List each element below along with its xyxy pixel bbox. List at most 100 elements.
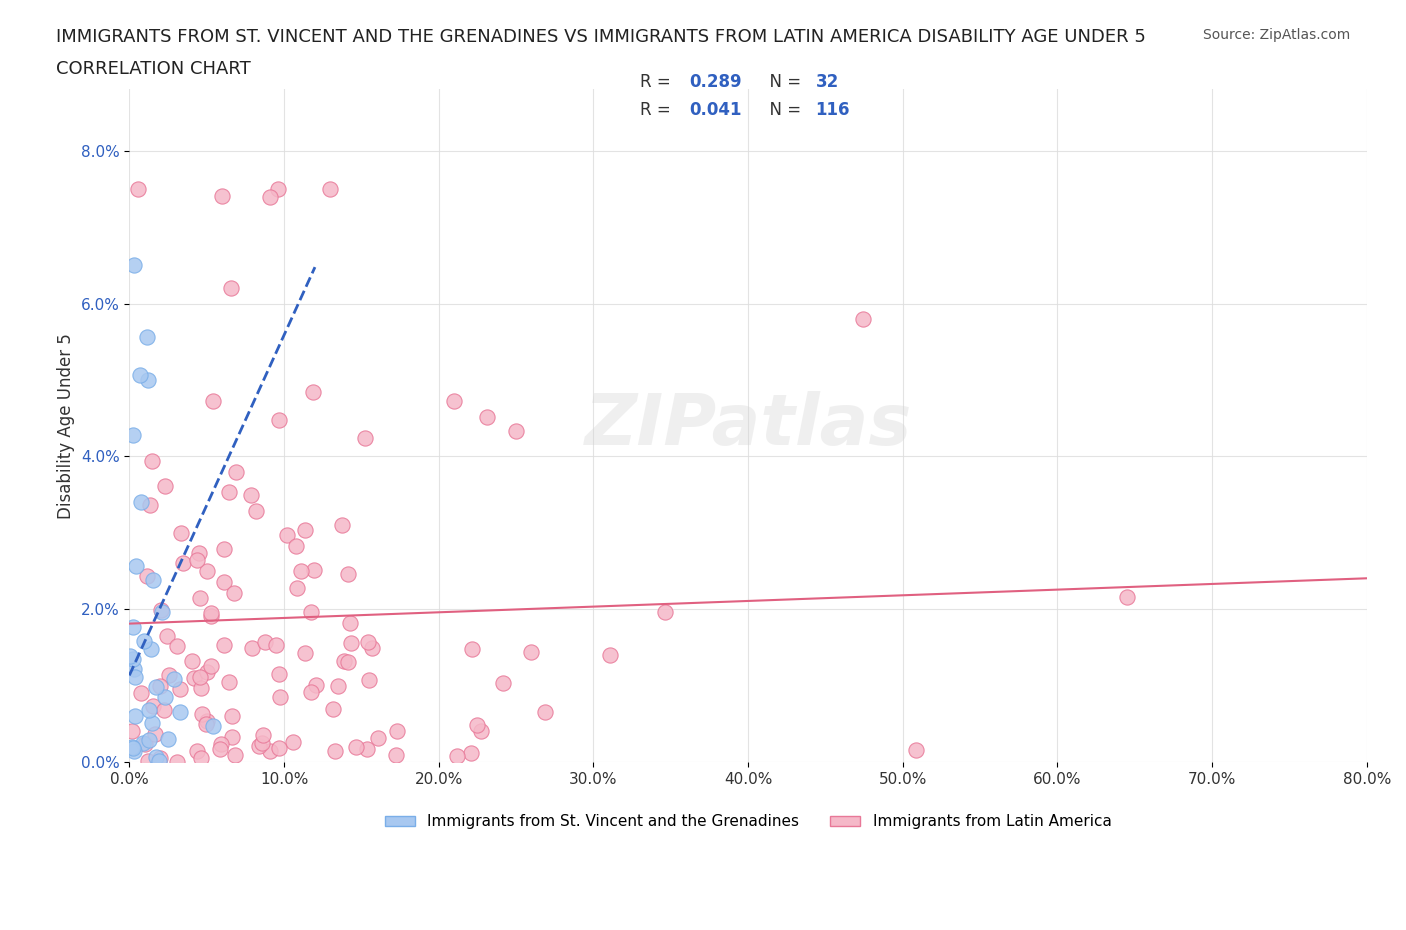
- Point: [221, 281, 243, 296]
- Point: [599, 647, 621, 662]
- Point: [326, 679, 349, 694]
- Point: [319, 181, 342, 196]
- Point: [136, 568, 159, 583]
- Point: [122, 258, 145, 272]
- Point: [166, 639, 188, 654]
- Point: [336, 567, 359, 582]
- Point: [367, 731, 389, 746]
- Point: [339, 616, 361, 631]
- Point: [153, 478, 176, 493]
- Text: Source: ZipAtlas.com: Source: ZipAtlas.com: [1202, 28, 1350, 42]
- Point: [294, 645, 316, 660]
- Point: [132, 633, 155, 648]
- Point: [904, 743, 927, 758]
- Point: [460, 745, 482, 760]
- Point: [169, 704, 191, 719]
- Point: [222, 585, 245, 600]
- Point: [136, 373, 159, 388]
- Point: [385, 724, 408, 738]
- Point: [200, 658, 222, 673]
- Point: [443, 393, 465, 408]
- Point: [264, 637, 287, 652]
- Point: [446, 749, 468, 764]
- Point: [136, 329, 159, 344]
- Point: [142, 573, 165, 588]
- Point: [285, 538, 308, 553]
- Point: [475, 410, 498, 425]
- Point: [125, 559, 148, 574]
- Point: [180, 654, 202, 669]
- Point: [209, 737, 232, 751]
- Point: [465, 718, 488, 733]
- Point: [121, 739, 143, 754]
- Point: [492, 675, 515, 690]
- Point: [212, 574, 235, 589]
- Point: [245, 503, 267, 518]
- Point: [118, 649, 141, 664]
- Point: [252, 727, 274, 742]
- Point: [139, 498, 162, 512]
- Point: [172, 555, 194, 570]
- Point: [188, 669, 211, 684]
- Point: [190, 681, 212, 696]
- Point: [461, 641, 484, 656]
- Point: [360, 641, 382, 656]
- Point: [301, 385, 323, 400]
- Point: [122, 743, 145, 758]
- Point: [221, 730, 243, 745]
- Point: [240, 487, 263, 502]
- Point: [129, 495, 152, 510]
- Text: R =: R =: [640, 100, 676, 119]
- Point: [212, 637, 235, 652]
- Point: [211, 189, 233, 204]
- Point: [224, 748, 246, 763]
- Point: [157, 668, 180, 683]
- Point: [330, 518, 353, 533]
- Point: [269, 689, 291, 704]
- Point: [139, 642, 162, 657]
- Point: [186, 743, 208, 758]
- Text: IMMIGRANTS FROM ST. VINCENT AND THE GRENADINES VS IMMIGRANTS FROM LATIN AMERICA : IMMIGRANTS FROM ST. VINCENT AND THE GREN…: [56, 28, 1146, 46]
- Text: N =: N =: [759, 100, 807, 119]
- Point: [127, 181, 149, 196]
- Legend: Immigrants from St. Vincent and the Grenadines, Immigrants from Latin America: Immigrants from St. Vincent and the Gren…: [378, 808, 1118, 835]
- Point: [218, 485, 240, 499]
- Point: [1115, 590, 1137, 604]
- Point: [285, 580, 308, 595]
- Point: [153, 703, 176, 718]
- Point: [149, 679, 172, 694]
- Text: 116: 116: [815, 100, 851, 119]
- Point: [322, 701, 344, 716]
- Point: [520, 644, 543, 659]
- Point: [276, 527, 298, 542]
- Point: [190, 707, 212, 722]
- Point: [304, 562, 326, 577]
- Point: [136, 754, 159, 769]
- Point: [385, 748, 408, 763]
- Point: [354, 431, 377, 445]
- Point: [166, 754, 188, 769]
- Point: [212, 541, 235, 556]
- Point: [153, 689, 176, 704]
- Point: [305, 678, 328, 693]
- Point: [121, 724, 143, 738]
- Point: [299, 684, 322, 699]
- Point: [259, 190, 281, 205]
- Point: [267, 741, 290, 756]
- Point: [208, 742, 231, 757]
- Point: [195, 717, 218, 732]
- Point: [134, 737, 156, 751]
- Point: [156, 731, 179, 746]
- Point: [156, 629, 179, 644]
- Point: [145, 726, 167, 741]
- Point: [188, 591, 211, 605]
- Point: [247, 738, 270, 753]
- Point: [124, 670, 146, 684]
- Point: [259, 743, 281, 758]
- Point: [122, 661, 145, 676]
- Point: [339, 636, 361, 651]
- Point: [170, 525, 193, 540]
- Point: [240, 640, 263, 655]
- Point: [145, 680, 167, 695]
- Point: [202, 718, 225, 733]
